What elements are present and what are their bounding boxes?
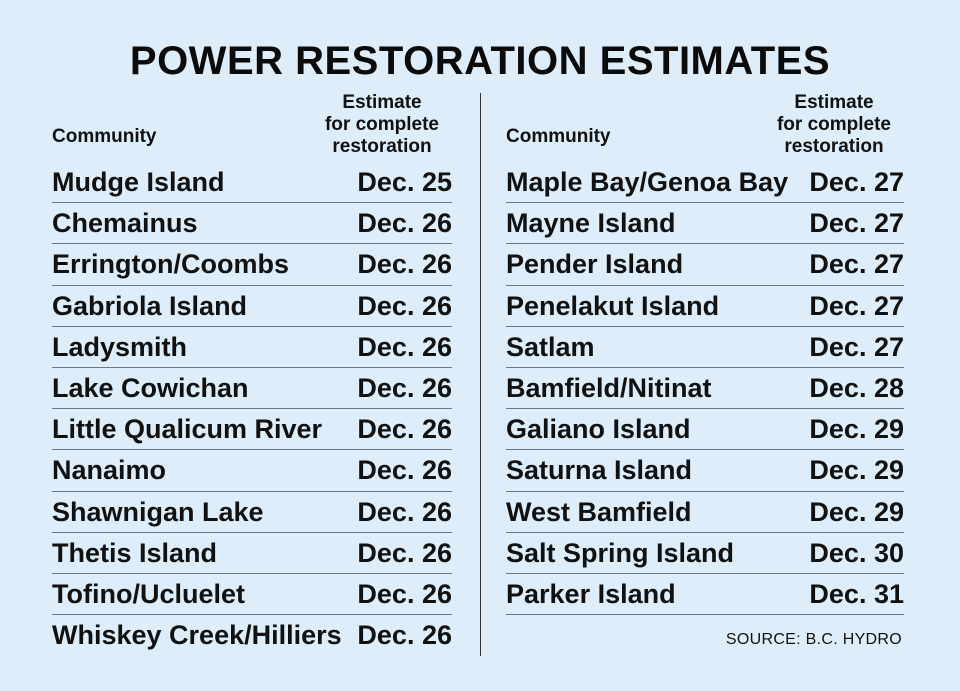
estimate-cell: Dec. 31 [809, 578, 904, 609]
table-row: Shawnigan Lake Dec. 26 [52, 492, 452, 533]
table-row: Tofino/Ucluelet Dec. 26 [52, 574, 452, 616]
left-table-header: Community Estimate for complete restorat… [52, 92, 452, 162]
community-cell: Bamfield/Nitinat [506, 372, 712, 403]
community-cell: Pender Island [506, 249, 684, 280]
table-row: Pender Island Dec. 27 [506, 244, 904, 286]
estimate-cell: Dec. 26 [357, 455, 452, 486]
estimate-cell: Dec. 26 [357, 208, 452, 239]
table-row: Penelakut Island Dec. 27 [506, 286, 904, 327]
community-cell: Penelakut Island [506, 290, 720, 321]
table-row: Lake Cowichan Dec. 26 [52, 368, 452, 410]
estimate-cell: Dec. 26 [357, 331, 452, 362]
community-cell: Maple Bay/Genoa Bay [506, 167, 789, 197]
community-cell: Lake Cowichan [52, 372, 249, 403]
table-row: Mudge Island Dec. 25 [52, 162, 452, 204]
table-row: West Bamfield Dec. 29 [506, 492, 904, 533]
table-row: Galiano Island Dec. 29 [506, 409, 904, 451]
community-cell: Satlam [506, 331, 595, 362]
table-row: Satlam Dec. 27 [506, 327, 904, 368]
table-row: Little Qualicum River Dec. 26 [52, 409, 452, 451]
community-cell: West Bamfield [506, 496, 692, 527]
community-cell: Whiskey Creek/Hilliers [52, 620, 342, 651]
community-cell: Galiano Island [506, 414, 691, 445]
table-row: Whiskey Creek/Hilliers Dec. 26 [52, 615, 452, 656]
source-credit: SOURCE: B.C. HYDRO [725, 631, 902, 648]
estimate-cell: Dec. 27 [809, 249, 904, 280]
column-divider [480, 93, 481, 656]
estimate-cell: Dec. 27 [809, 208, 904, 239]
table-row: Bamfield/Nitinat Dec. 28 [506, 368, 904, 410]
community-cell: Saturna Island [506, 455, 693, 486]
community-cell: Little Qualicum River [52, 414, 323, 445]
estimate-cell: Dec. 28 [809, 372, 904, 403]
community-column-header: Community [52, 126, 157, 147]
estimate-column-header: Estimate for complete restoration [764, 92, 904, 158]
table-row: Gabriola Island Dec. 26 [52, 286, 452, 327]
estimate-cell: Dec. 27 [809, 167, 904, 197]
left-table: Community Estimate for complete restorat… [52, 92, 452, 656]
estimate-cell: Dec. 26 [357, 620, 452, 651]
estimate-cell: Dec. 26 [357, 414, 452, 445]
estimate-cell: Dec. 26 [357, 578, 452, 609]
community-cell: Ladysmith [52, 331, 188, 362]
estimate-cell: Dec. 27 [809, 290, 904, 321]
table-row: Nanaimo Dec. 26 [52, 450, 452, 492]
estimate-header-line: for complete [776, 114, 892, 135]
table-row: Thetis Island Dec. 26 [52, 533, 452, 574]
estimate-cell: Dec. 26 [357, 290, 452, 321]
estimate-column-header: Estimate for complete restoration [312, 92, 452, 158]
community-cell: Mudge Island [52, 167, 225, 197]
community-cell: Parker Island [506, 578, 676, 609]
community-cell: Tofino/Ucluelet [52, 578, 245, 609]
estimate-cell: Dec. 26 [357, 249, 452, 280]
estimate-cell: Dec. 25 [357, 167, 452, 197]
page-title: POWER RESTORATION ESTIMATES [129, 39, 831, 83]
table-row: Chemainus Dec. 26 [52, 203, 452, 245]
left-table-rows: Mudge Island Dec. 25 Chemainus Dec. 26 Errin… [52, 162, 452, 656]
estimate-header-line: Estimate [342, 92, 422, 113]
estimate-cell: Dec. 26 [357, 496, 452, 527]
table-row: Errington/Coombs Dec. 26 [52, 244, 452, 286]
estimate-cell: Dec. 26 [357, 537, 452, 568]
right-table-rows: Maple Bay/Genoa Bay Dec. 27 Mayne Island De… [506, 162, 904, 616]
community-cell: Salt Spring Island [506, 537, 735, 568]
community-cell: Mayne Island [506, 208, 676, 239]
estimate-header-line: Estimate [794, 92, 874, 113]
estimate-cell: Dec. 29 [809, 455, 904, 486]
estimate-header-line: restoration [784, 136, 884, 157]
community-cell: Thetis Island [52, 537, 218, 568]
table-row: Parker Island Dec. 31 [506, 574, 904, 616]
table-row: Ladysmith Dec. 26 [52, 327, 452, 368]
estimate-cell: Dec. 29 [809, 496, 904, 527]
community-cell: Gabriola Island [52, 290, 248, 321]
estimate-cell: Dec. 30 [809, 537, 904, 568]
right-table-header: Community Estimate for complete restorat… [506, 92, 904, 162]
right-table: Community Estimate for complete restorat… [506, 92, 904, 616]
community-cell: Shawnigan Lake [52, 496, 264, 527]
estimate-cell: Dec. 26 [357, 372, 452, 403]
community-column-header: Community [506, 126, 611, 147]
table-row: Mayne Island Dec. 27 [506, 203, 904, 245]
community-cell: Errington/Coombs [52, 249, 289, 280]
community-cell: Chemainus [52, 208, 198, 239]
estimate-cell: Dec. 29 [809, 414, 904, 445]
table-row: Maple Bay/Genoa Bay Dec. 27 [506, 162, 904, 204]
community-cell: Nanaimo [52, 455, 167, 486]
estimate-header-line: for complete [324, 114, 440, 135]
table-row: Saturna Island Dec. 29 [506, 450, 904, 492]
table-row: Salt Spring Island Dec. 30 [506, 533, 904, 574]
estimate-header-line: restoration [332, 136, 432, 157]
estimate-cell: Dec. 27 [809, 331, 904, 362]
